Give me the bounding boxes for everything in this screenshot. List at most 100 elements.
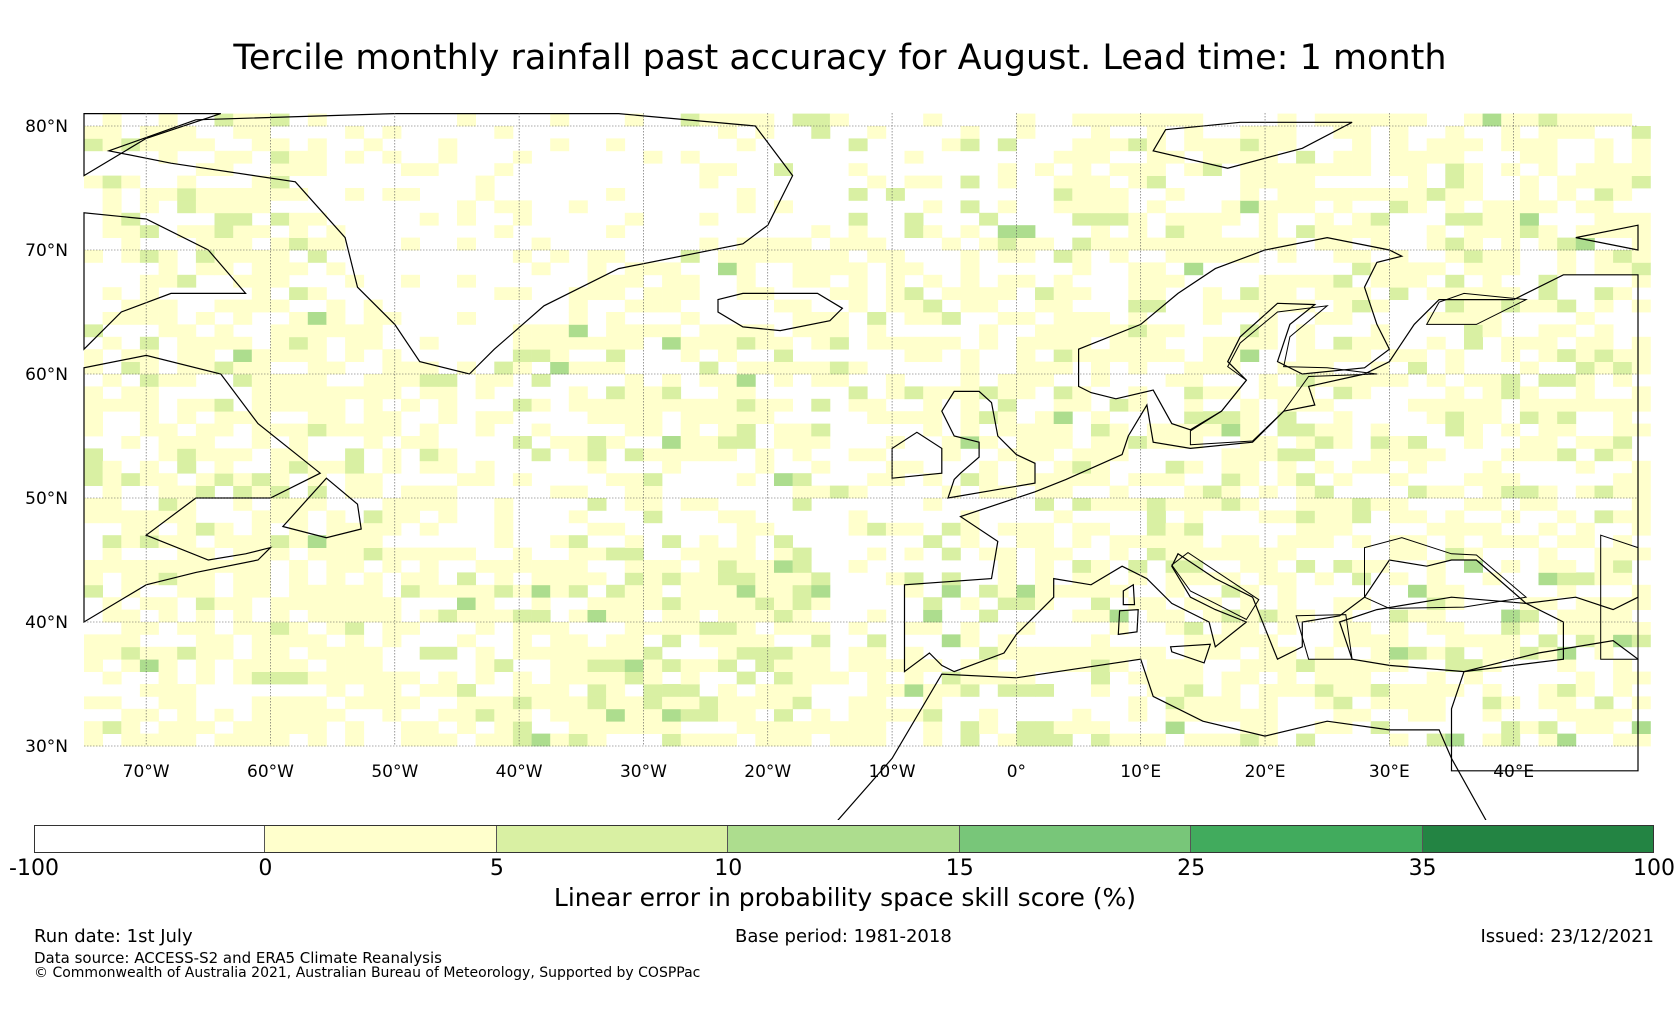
skill-cell <box>1557 535 1577 548</box>
skill-cell <box>606 349 626 362</box>
skill-cell <box>1221 708 1241 722</box>
skill-cell <box>1314 225 1334 238</box>
skill-cell <box>1482 696 1502 710</box>
skill-cell <box>979 299 999 313</box>
skill-cell <box>1202 696 1222 710</box>
skill-cell <box>475 609 495 623</box>
skill-cell <box>345 336 365 350</box>
skill-cell <box>214 237 234 251</box>
skill-cell <box>1146 646 1166 660</box>
skill-cell <box>923 386 943 400</box>
skill-cell <box>662 597 682 610</box>
skill-cell <box>1277 411 1297 424</box>
skill-cell <box>1333 597 1353 610</box>
skill-cell <box>1501 126 1521 139</box>
skill-cell <box>550 622 570 635</box>
skill-cell <box>960 287 980 300</box>
skill-cell <box>774 374 793 387</box>
skill-cell <box>1426 225 1446 238</box>
skill-cell <box>1464 634 1483 648</box>
skill-cell <box>1277 584 1297 598</box>
skill-cell <box>1631 498 1651 511</box>
skill-cell <box>1146 237 1166 251</box>
skill-cell <box>1613 225 1633 238</box>
skill-cell <box>233 411 253 424</box>
skill-cell <box>811 572 831 586</box>
skill-cell <box>307 361 327 375</box>
skill-cell <box>475 597 495 610</box>
skill-cell <box>307 138 327 152</box>
skill-cell <box>1631 733 1651 747</box>
skill-cell <box>1538 225 1558 238</box>
skill-cell <box>997 448 1017 462</box>
skill-cell <box>662 299 682 313</box>
skill-cell <box>233 299 253 313</box>
skill-cell <box>662 572 682 586</box>
skill-cell <box>1352 460 1372 474</box>
skill-cell <box>1202 138 1222 152</box>
skill-cell <box>195 237 215 251</box>
skill-cell <box>1501 336 1521 350</box>
skill-cell <box>326 299 346 313</box>
skill-cell <box>251 250 271 263</box>
skill-cell <box>1072 448 1092 462</box>
skill-cell <box>736 398 756 412</box>
skill-cell <box>438 547 458 561</box>
skill-cell <box>1613 175 1633 189</box>
skill-cell <box>960 473 980 486</box>
skill-cell <box>1519 448 1539 462</box>
skill-cell <box>270 609 290 623</box>
skill-cell <box>624 324 644 338</box>
skill-cell <box>121 175 141 189</box>
skill-cell <box>1128 175 1148 189</box>
skill-cell <box>158 150 178 164</box>
skill-cell <box>233 336 253 350</box>
skill-cell <box>139 708 159 722</box>
skill-cell <box>382 684 402 697</box>
skill-cell <box>84 721 103 734</box>
coastline-corsica <box>1122 583 1136 606</box>
skill-cell <box>401 671 420 685</box>
skill-cell <box>1035 684 1054 697</box>
skill-cell <box>419 646 439 660</box>
skill-cell <box>326 262 346 276</box>
skill-cell <box>251 721 271 734</box>
skill-cell <box>512 336 532 350</box>
skill-cell <box>867 733 887 747</box>
skill-cell <box>1072 522 1092 536</box>
skill-cell <box>1165 535 1185 548</box>
skill-cell <box>158 473 178 486</box>
skill-cell <box>848 646 868 660</box>
skill-cell <box>1184 510 1204 524</box>
skill-cell <box>475 671 495 685</box>
skill-cell <box>1445 485 1465 499</box>
skill-cell <box>624 634 644 648</box>
skill-cell <box>401 237 420 251</box>
skill-cell <box>997 733 1017 747</box>
skill-cell <box>550 708 570 722</box>
skill-cell <box>1314 188 1334 201</box>
skill-cell <box>662 560 682 573</box>
skill-cell <box>1165 708 1185 722</box>
skill-cell <box>829 336 849 350</box>
skill-cell <box>755 659 775 672</box>
skill-cell <box>1258 386 1278 400</box>
skill-cell <box>1184 733 1204 747</box>
skill-cell <box>1128 212 1148 226</box>
skill-cell <box>1053 473 1073 486</box>
skill-cell <box>1445 398 1465 412</box>
skill-cell <box>568 398 588 412</box>
skill-cell <box>550 659 570 672</box>
skill-cell <box>1221 299 1241 313</box>
skill-cell <box>1258 436 1278 449</box>
skill-cell <box>587 250 607 263</box>
skill-cell <box>1277 609 1297 623</box>
skill-cell <box>1314 349 1334 362</box>
skill-cell <box>1426 708 1446 722</box>
skill-cell <box>811 659 831 672</box>
skill-cell <box>1575 126 1595 139</box>
skill-cell <box>1091 126 1110 139</box>
skill-cell <box>1594 299 1614 313</box>
skill-cell <box>177 324 197 338</box>
skill-cell <box>1128 535 1148 548</box>
